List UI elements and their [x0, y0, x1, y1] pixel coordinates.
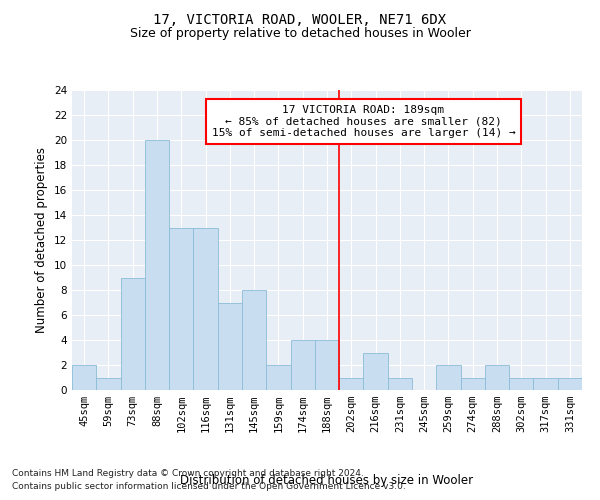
Bar	[121, 278, 145, 390]
Bar	[436, 365, 461, 390]
Text: Contains HM Land Registry data © Crown copyright and database right 2024.: Contains HM Land Registry data © Crown c…	[12, 468, 364, 477]
Bar	[461, 378, 485, 390]
Bar	[388, 378, 412, 390]
Bar	[339, 378, 364, 390]
Bar	[364, 352, 388, 390]
Bar	[315, 340, 339, 390]
Bar	[193, 228, 218, 390]
Bar	[558, 378, 582, 390]
Text: 17 VICTORIA ROAD: 189sqm
← 85% of detached houses are smaller (82)
15% of semi-d: 17 VICTORIA ROAD: 189sqm ← 85% of detach…	[212, 105, 515, 138]
Bar	[509, 378, 533, 390]
Bar	[533, 378, 558, 390]
Bar	[145, 140, 169, 390]
Text: Contains public sector information licensed under the Open Government Licence v3: Contains public sector information licen…	[12, 482, 406, 491]
Text: Size of property relative to detached houses in Wooler: Size of property relative to detached ho…	[130, 28, 470, 40]
Bar	[266, 365, 290, 390]
X-axis label: Distribution of detached houses by size in Wooler: Distribution of detached houses by size …	[181, 474, 473, 487]
Bar	[485, 365, 509, 390]
Bar	[290, 340, 315, 390]
Bar	[72, 365, 96, 390]
Bar	[242, 290, 266, 390]
Bar	[169, 228, 193, 390]
Bar	[218, 302, 242, 390]
Text: 17, VICTORIA ROAD, WOOLER, NE71 6DX: 17, VICTORIA ROAD, WOOLER, NE71 6DX	[154, 12, 446, 26]
Y-axis label: Number of detached properties: Number of detached properties	[35, 147, 49, 333]
Bar	[96, 378, 121, 390]
